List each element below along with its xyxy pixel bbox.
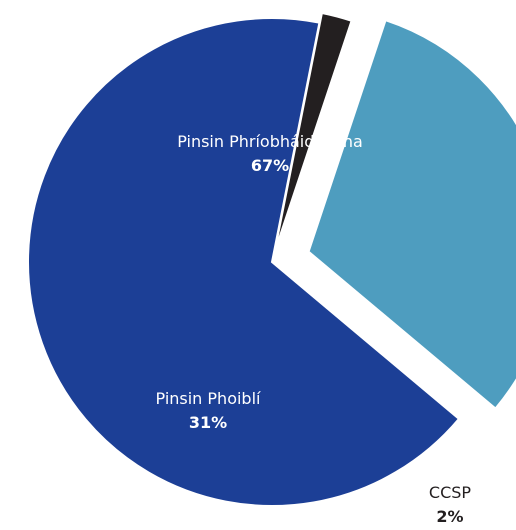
- slice-label-private-pensions: Pinsin Phríobháideacha: [177, 132, 363, 151]
- pie-slice-ccsp: [273, 11, 353, 253]
- pie-slice-public-pensions: [307, 18, 516, 410]
- slice-label-ccsp: CCSP: [429, 483, 472, 502]
- pie-slices: [27, 11, 516, 507]
- pie-labels: Pinsin Phríobháideacha 67% CCSP 2% Pinsin Ph…: [156, 132, 472, 526]
- pie-slice-private-pensions: [27, 17, 461, 507]
- slice-value-public-pensions: 31%: [189, 413, 227, 432]
- slice-label-public-pensions: Pinsin Phoiblí: [156, 389, 262, 408]
- slice-value-ccsp: 2%: [436, 507, 463, 526]
- slice-value-private-pensions: 67%: [251, 156, 289, 175]
